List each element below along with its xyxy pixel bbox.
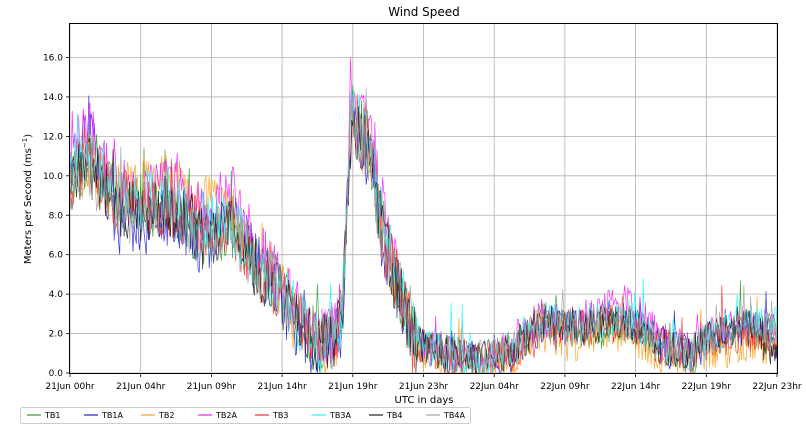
series-line-tb3a bbox=[69, 90, 778, 374]
y-tick-label: 8.0 bbox=[49, 211, 64, 221]
chart-title: Wind Speed bbox=[388, 5, 460, 19]
y-tick-label: 10.0 bbox=[43, 172, 63, 182]
y-tick-label: 16.0 bbox=[43, 54, 63, 64]
x-tick-label: 22Jun 04hr bbox=[470, 382, 520, 392]
x-axis-label: UTC in days bbox=[395, 395, 454, 406]
x-tick-label: 22Jun 09hr bbox=[540, 382, 590, 392]
x-tick-label: 22Jun 14hr bbox=[611, 382, 661, 392]
series-line-tb3 bbox=[69, 93, 778, 374]
y-axis-label-main: Meters per Second (ms bbox=[23, 148, 34, 264]
y-axis-ticks: 0.0 2.0 4.0 6.0 8.0 10.0 12.0 14.0 16.0 bbox=[43, 54, 70, 379]
y-tick-label: 0.0 bbox=[49, 369, 64, 379]
y-tick-label: 12.0 bbox=[43, 132, 63, 142]
x-tick-label: 21Jun 23hr bbox=[399, 382, 449, 392]
legend-label-tb3: TB3 bbox=[272, 411, 288, 420]
x-tick-label: 22Jun 19hr bbox=[682, 382, 732, 392]
legend-label-tb2: TB2 bbox=[158, 411, 174, 420]
x-tick-label: 21Jun 19hr bbox=[328, 382, 378, 392]
y-axis-label-close: ) bbox=[23, 134, 34, 138]
legend-label-tb1: TB1 bbox=[44, 411, 60, 420]
legend-label-tb4: TB4 bbox=[386, 411, 402, 420]
x-tick-label: 21Jun 04hr bbox=[116, 382, 166, 392]
x-axis-ticks: 21Jun 00hr 21Jun 04hr 21Jun 09hr 21Jun 14hr… bbox=[45, 373, 802, 392]
x-tick-label: 22Jun 23hr bbox=[752, 382, 802, 392]
legend-label-tb1a: TB1A bbox=[101, 411, 123, 420]
series-line-tb4 bbox=[69, 106, 778, 374]
legend-label-tb4a: TB4A bbox=[443, 411, 465, 420]
x-tick-label: 21Jun 00hr bbox=[45, 382, 95, 392]
y-tick-label: 2.0 bbox=[49, 330, 64, 340]
y-axis-label-sup: −1 bbox=[21, 138, 29, 148]
y-tick-label: 14.0 bbox=[43, 93, 63, 103]
legend-label-tb3a: TB3A bbox=[329, 411, 351, 420]
y-tick-label: 6.0 bbox=[49, 251, 64, 261]
legend-label-tb2a: TB2A bbox=[215, 411, 237, 420]
legend-box bbox=[20, 407, 471, 424]
series-line-tb4a bbox=[69, 87, 778, 374]
x-tick-label: 21Jun 09hr bbox=[187, 382, 237, 392]
y-axis-label: Meters per Second (ms−1) bbox=[21, 134, 34, 264]
y-tick-label: 4.0 bbox=[49, 290, 64, 300]
legend-items: TB1 TB1A TB2 TB2A TB3 TB3A TB4 TB4A bbox=[27, 411, 465, 420]
x-tick-label: 21Jun 14hr bbox=[257, 382, 307, 392]
series-layer bbox=[69, 57, 778, 375]
legend: TB1 TB1A TB2 TB2A TB3 TB3A TB4 TB4A bbox=[20, 407, 471, 424]
